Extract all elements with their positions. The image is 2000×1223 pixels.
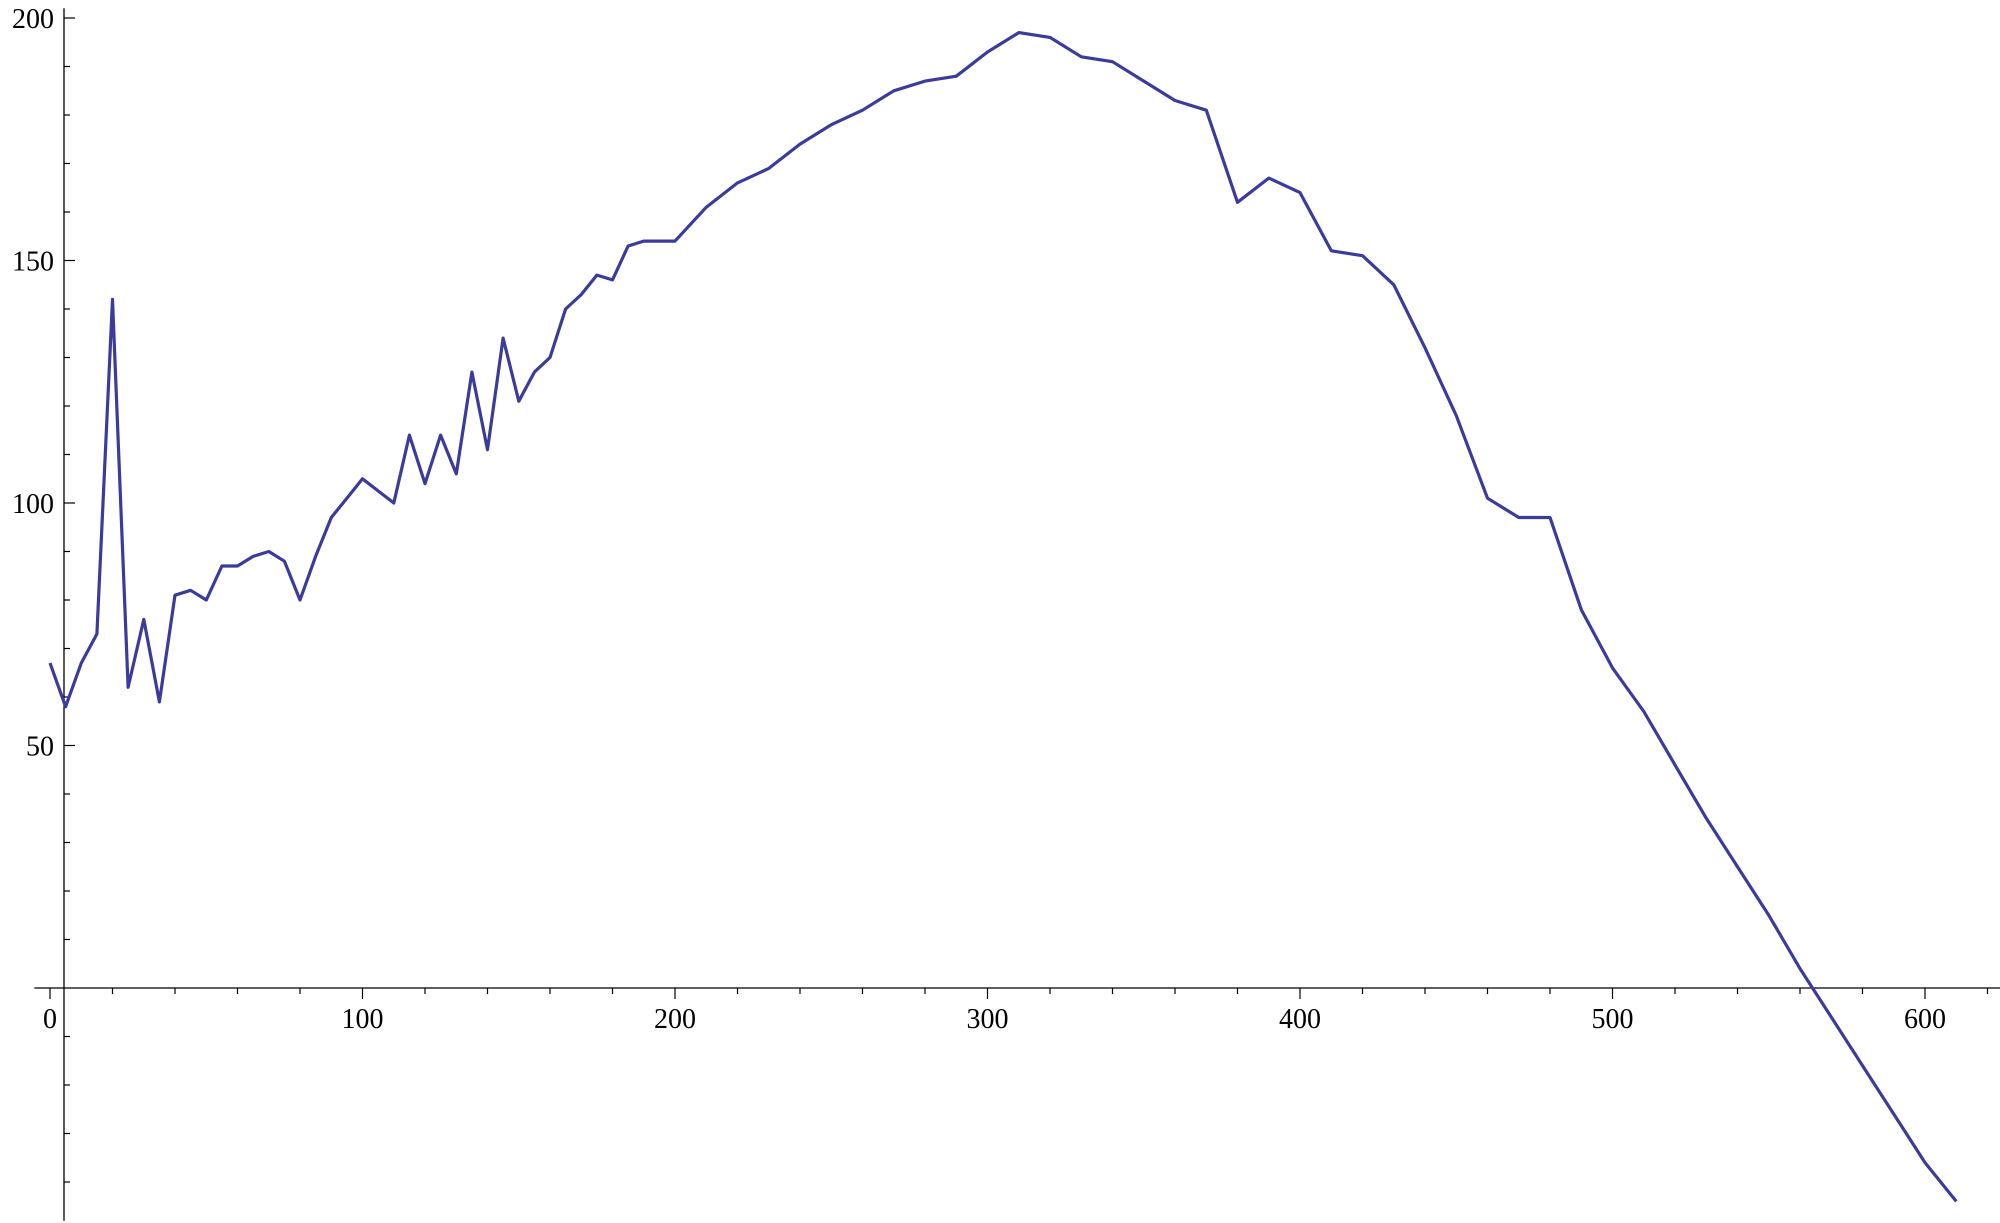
y-tick-label: 100 bbox=[12, 489, 54, 520]
axes bbox=[34, 8, 2000, 1221]
x-tick-label: 500 bbox=[1592, 1004, 1634, 1035]
y-tick-label: 150 bbox=[12, 247, 54, 278]
x-tick-label: 200 bbox=[654, 1004, 696, 1035]
x-tick-label: 600 bbox=[1904, 1004, 1946, 1035]
x-tick-label: 400 bbox=[1279, 1004, 1321, 1035]
x-tick-label: 100 bbox=[342, 1004, 384, 1035]
x-tick-label: 300 bbox=[967, 1004, 1009, 1035]
series-line bbox=[48, 31, 1958, 1203]
y-tick-label: 50 bbox=[26, 732, 54, 763]
x-tick-label: 0 bbox=[43, 1004, 57, 1035]
ticks bbox=[49, 17, 1989, 1183]
y-tick-label: 200 bbox=[12, 4, 54, 35]
tick-labels: 0 100 200 300 400 500 600 50 100 150 200 bbox=[12, 4, 1946, 1035]
